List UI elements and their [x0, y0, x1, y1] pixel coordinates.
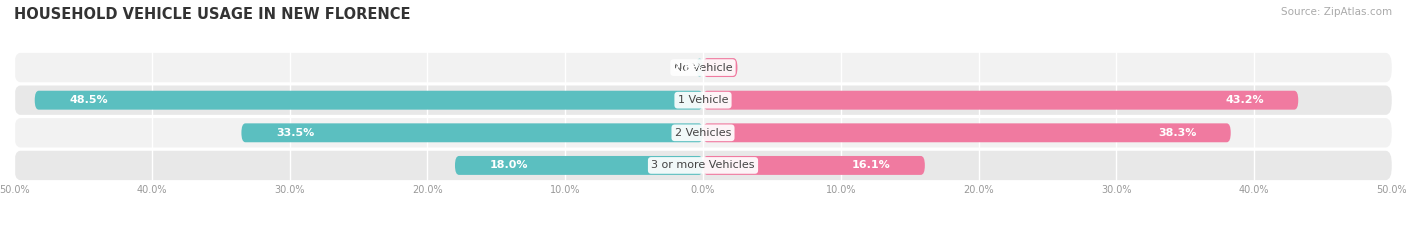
Text: 2.5%: 2.5%	[672, 63, 703, 72]
FancyBboxPatch shape	[703, 123, 1230, 142]
Text: 2 Vehicles: 2 Vehicles	[675, 128, 731, 138]
Text: 43.2%: 43.2%	[1225, 95, 1264, 105]
FancyBboxPatch shape	[242, 123, 703, 142]
FancyBboxPatch shape	[703, 58, 738, 77]
Text: HOUSEHOLD VEHICLE USAGE IN NEW FLORENCE: HOUSEHOLD VEHICLE USAGE IN NEW FLORENCE	[14, 7, 411, 22]
Text: 38.3%: 38.3%	[1159, 128, 1197, 138]
Text: 1 Vehicle: 1 Vehicle	[678, 95, 728, 105]
Text: 16.1%: 16.1%	[852, 161, 890, 170]
FancyBboxPatch shape	[696, 58, 703, 77]
Text: 3 or more Vehicles: 3 or more Vehicles	[651, 161, 755, 170]
Text: Source: ZipAtlas.com: Source: ZipAtlas.com	[1281, 7, 1392, 17]
FancyBboxPatch shape	[14, 151, 1392, 180]
FancyBboxPatch shape	[14, 118, 1392, 147]
Text: 48.5%: 48.5%	[69, 95, 108, 105]
FancyBboxPatch shape	[35, 91, 703, 110]
FancyBboxPatch shape	[14, 86, 1392, 115]
Text: 18.0%: 18.0%	[489, 161, 527, 170]
Text: No Vehicle: No Vehicle	[673, 63, 733, 72]
FancyBboxPatch shape	[703, 91, 1298, 110]
FancyBboxPatch shape	[14, 53, 1392, 82]
Text: 33.5%: 33.5%	[276, 128, 314, 138]
FancyBboxPatch shape	[456, 156, 703, 175]
FancyBboxPatch shape	[703, 156, 925, 175]
